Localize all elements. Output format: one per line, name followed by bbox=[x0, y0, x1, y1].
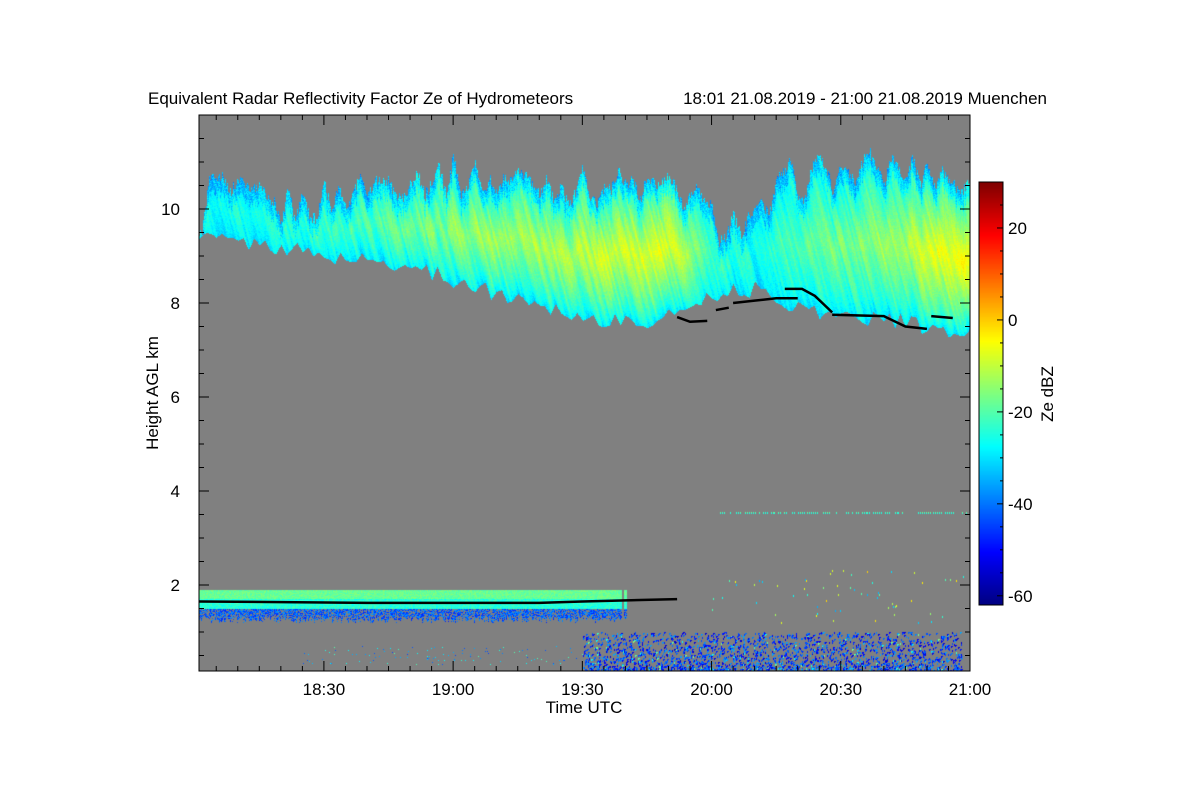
x-axis: 18:30 19:00 19:30 20:00 20:30 21:00 bbox=[215, 115, 992, 699]
chart-period: 18:01 21.08.2019 - 21:00 21.08.2019 Muen… bbox=[683, 89, 1047, 108]
colorbar-axis: 20 0 -20 -40 -60 bbox=[997, 181, 1033, 606]
x-tick-label: 19:00 bbox=[432, 680, 475, 699]
y-axis: 2 4 6 8 10 bbox=[161, 137, 970, 656]
y-tick-label: 6 bbox=[171, 388, 180, 407]
colorbar-gradient bbox=[979, 182, 1003, 605]
cloud-base-line bbox=[198, 597, 678, 605]
x-tick-label: 21:00 bbox=[949, 680, 992, 699]
y-tick-label: 2 bbox=[171, 576, 180, 595]
colorbar-label: Ze dBZ bbox=[1038, 366, 1057, 422]
y-axis-label: Height AGL km bbox=[143, 336, 162, 450]
x-tick-label: 20:00 bbox=[690, 680, 733, 699]
y-tick-label: 8 bbox=[171, 294, 180, 313]
cloud-base-line bbox=[784, 287, 834, 314]
x-axis-label: Time UTC bbox=[546, 698, 623, 717]
colorbar-tick-label: -40 bbox=[1008, 495, 1033, 514]
cloud-base-line bbox=[832, 313, 928, 331]
colorbar-border bbox=[978, 181, 1004, 606]
cloud-base-line bbox=[715, 306, 730, 312]
cloud-base-lines bbox=[198, 287, 953, 605]
y-tick-label: 10 bbox=[161, 200, 180, 219]
colorbar-tick-label: -20 bbox=[1008, 403, 1033, 422]
reflectivity-heatmap bbox=[199, 115, 970, 671]
cloud-base-line bbox=[931, 314, 953, 320]
x-tick-label: 18:30 bbox=[303, 680, 346, 699]
y-tick-label: 4 bbox=[171, 482, 180, 501]
cloud-base-line bbox=[732, 297, 798, 305]
plot-border bbox=[198, 114, 971, 672]
colorbar-tick-label: 20 bbox=[1008, 219, 1027, 238]
colorbar-tick-label: -60 bbox=[1008, 587, 1033, 606]
x-tick-label: 19:30 bbox=[561, 680, 604, 699]
cloud-base-line bbox=[676, 315, 708, 324]
x-tick-label: 20:30 bbox=[820, 680, 863, 699]
chart-title: Equivalent Radar Reflectivity Factor Ze … bbox=[148, 89, 573, 108]
colorbar-tick-label: 0 bbox=[1008, 311, 1017, 330]
